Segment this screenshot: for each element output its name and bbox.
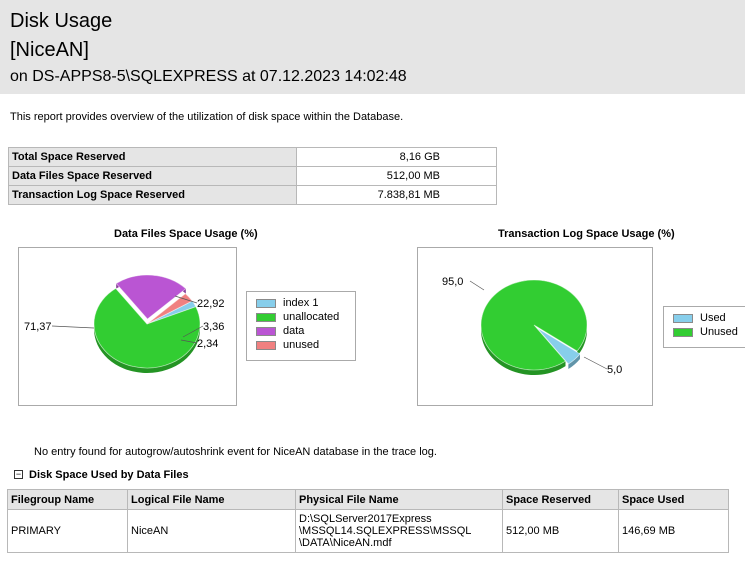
column-header[interactable]: Filegroup Name (7, 489, 128, 510)
pie-slice-unused (480, 279, 588, 371)
collapse-toggle-icon[interactable]: − (14, 469, 23, 479)
space-reserved-cell: 512,00 MB (502, 509, 619, 553)
pie-slice-unallocated (93, 287, 201, 369)
summary-table: Total Space Reserved 8,16 GB Data Files … (8, 147, 497, 205)
legend-label: Unused (700, 326, 738, 338)
summary-row: Total Space Reserved 8,16 GB (8, 147, 497, 167)
pie-slice-data (115, 274, 187, 320)
pie-data-label: 3,36 (203, 321, 224, 333)
column-header[interactable]: Space Used (618, 489, 729, 510)
report-description: This report provides overview of the uti… (10, 111, 404, 123)
data-files-pie-chart: 2,34 71,37 22,92 3,36 (24, 274, 225, 373)
report-header: Disk Usage [NiceAN] on DS-APPS8-5\SQLEXP… (0, 0, 745, 94)
column-header[interactable]: Logical File Name (127, 489, 296, 510)
filegroup-cell: PRIMARY (7, 509, 128, 553)
pie-leader-line (180, 339, 198, 344)
log-pie-chart: 5,0 95,0 (442, 276, 622, 376)
data-files-chart-area: 2,34 71,37 22,92 3,36 (18, 247, 237, 406)
legend-label: Used (700, 312, 726, 324)
legend-label: unallocated (283, 311, 340, 323)
data-files-table: Filegroup Name Logical File Name Physica… (7, 489, 729, 553)
legend-swatch (673, 328, 693, 337)
legend-swatch (256, 313, 276, 322)
column-header[interactable]: Physical File Name (295, 489, 503, 510)
logical-name-cell: NiceAN (127, 509, 296, 553)
pie-leader-line (174, 295, 198, 304)
autogrow-note: No entry found for autogrow/autoshrink e… (34, 446, 437, 458)
pie-data-label: 71,37 (24, 321, 52, 333)
summary-label: Data Files Space Reserved (8, 166, 297, 186)
summary-label: Total Space Reserved (8, 147, 297, 167)
data-files-legend: index 1 unallocated data unused (246, 291, 356, 361)
legend-label: index 1 (283, 297, 319, 309)
legend-swatch (256, 341, 276, 350)
summary-row: Data Files Space Reserved 512,00 MB (8, 166, 497, 186)
pie-data-label: 2,34 (197, 338, 218, 350)
pie-data-label: 95,0 (442, 276, 463, 288)
table-row: PRIMARY NiceAN D:\SQLServer2017Express \… (7, 509, 729, 553)
legend-label: unused (283, 339, 320, 351)
legend-swatch (673, 314, 693, 323)
summary-value: 512,00 MB (296, 166, 497, 186)
log-legend: Used Unused (663, 306, 745, 348)
log-chart-area: 5,0 95,0 (417, 247, 653, 406)
summary-label: Transaction Log Space Reserved (8, 185, 297, 205)
summary-value: 7.838,81 MB (296, 185, 497, 205)
legend-swatch (256, 327, 276, 336)
data-files-chart-title: Data Files Space Usage (%) (114, 228, 258, 240)
pie-data-label: 5,0 (607, 364, 622, 376)
legend-label: data (283, 325, 305, 337)
column-header[interactable]: Space Reserved (502, 489, 619, 510)
pie-data-label: 22,92 (197, 298, 225, 310)
database-name: [NiceAN] (10, 39, 89, 61)
path-line: D:\SQLServer2017Express (299, 513, 432, 525)
physical-name-cell: D:\SQLServer2017Express \MSSQL14.SQLEXPR… (295, 509, 503, 553)
table-header-row: Filegroup Name Logical File Name Physica… (7, 489, 729, 510)
log-chart-title: Transaction Log Space Usage (%) (498, 228, 675, 240)
pie-leader-line (583, 356, 608, 370)
path-line: \DATA\NiceAN.mdf (299, 537, 392, 549)
path-line: \MSSQL14.SQLEXPRESS\MSSQL (299, 525, 472, 537)
summary-value: 8,16 GB (296, 147, 497, 167)
section-title: Disk Space Used by Data Files (29, 469, 189, 481)
server-timestamp: on DS-APPS8-5\SQLEXPRESS at 07.12.2023 1… (10, 68, 407, 85)
pie-slice-side (568, 353, 580, 369)
legend-swatch (256, 299, 276, 308)
pie-leader-line (51, 325, 95, 329)
space-used-cell: 146,69 MB (618, 509, 729, 553)
report-title: Disk Usage (10, 10, 113, 32)
summary-row: Transaction Log Space Reserved 7.838,81 … (8, 185, 497, 205)
pie-leader-line (469, 280, 485, 291)
pie-slice-used (536, 327, 581, 365)
pie-slice-unused (146, 293, 193, 325)
pie-leader-line (182, 325, 204, 338)
